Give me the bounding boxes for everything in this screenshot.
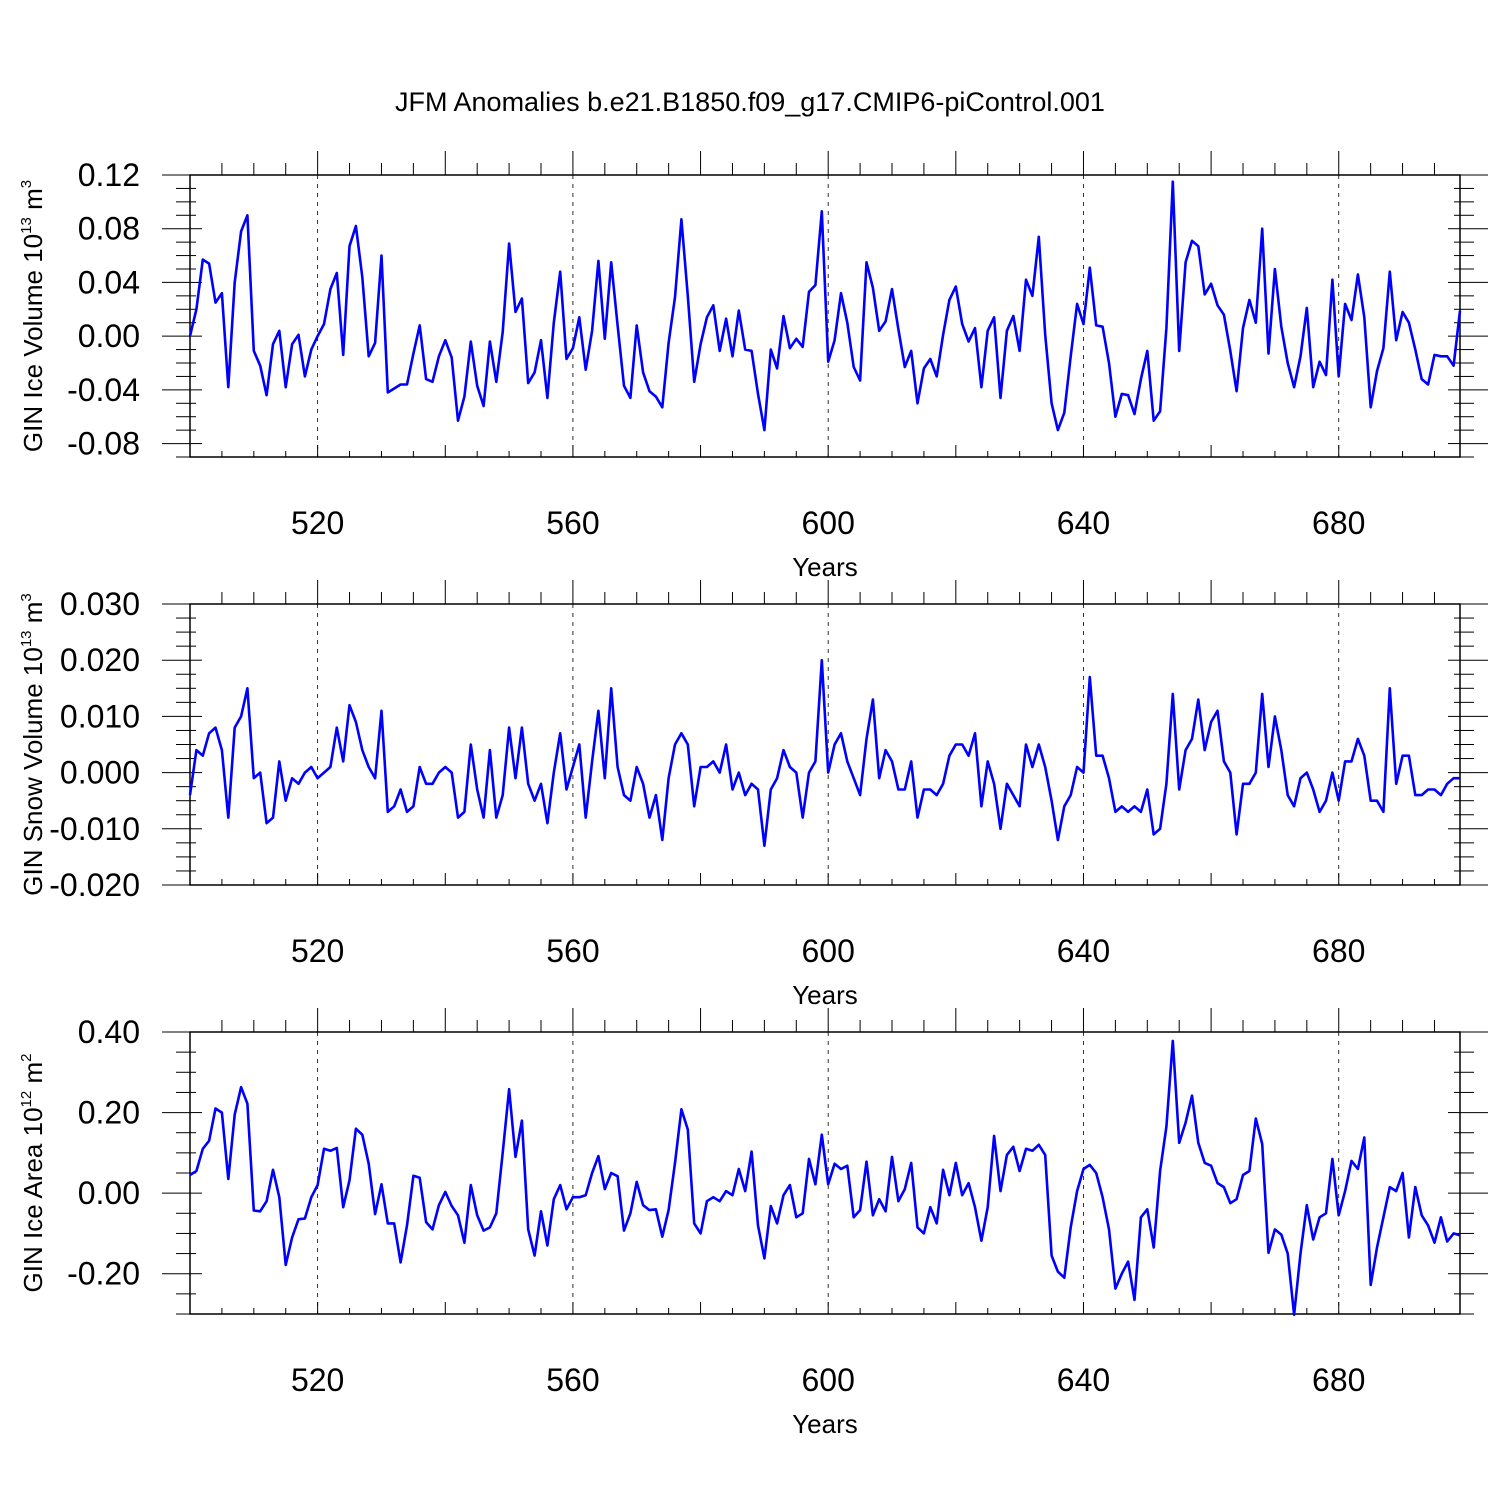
series-line-1 <box>188 658 1460 848</box>
y-tick-label: 0.010 <box>60 698 140 734</box>
y-tick-label: -0.010 <box>49 811 140 847</box>
y-tick-label: 0.08 <box>78 211 140 247</box>
x-tick-label: 560 <box>546 1362 599 1398</box>
y-tick-label: 0.40 <box>78 1014 140 1050</box>
y-tick-label: -0.20 <box>67 1256 140 1292</box>
y-tick-label: 0.12 <box>78 157 140 193</box>
x-axis-label: Years <box>792 552 858 582</box>
figure-title: JFM Anomalies b.e21.B1850.f09_g17.CMIP6-… <box>395 87 1105 117</box>
series-line-1 <box>189 1039 1461 1317</box>
x-tick-label: 600 <box>801 1362 854 1398</box>
y-tick-label: 0.030 <box>60 586 140 622</box>
y-tick-label: 0.00 <box>78 318 140 354</box>
y-axis-label: GIN Snow Volume 1013 m3 <box>18 593 48 896</box>
x-tick-label: 640 <box>1057 1362 1110 1398</box>
chart-panel-3: 0.40 0.20 0.00 -0.20 520 560 600 640 680 Years GIN… <box>18 1008 1488 1439</box>
y-axis-label: GIN Ice Area 1012 m2 <box>18 1054 48 1293</box>
y-tick-label: -0.020 <box>49 867 140 903</box>
x-tick-label: 600 <box>801 505 854 541</box>
plot-frame <box>189 1031 1461 1315</box>
x-axis-label: Years <box>792 980 858 1010</box>
x-tick-label: 520 <box>291 505 344 541</box>
plot-frame <box>189 603 1461 886</box>
chart-panel-1: 0.12 0.08 0.04 0.00 -0.04 -0.08 520 560 600 640 68… <box>18 151 1488 582</box>
x-tick-label: 680 <box>1312 1362 1365 1398</box>
y-tick-label: 0.020 <box>60 642 140 678</box>
y-tick-label: 0.04 <box>78 264 140 300</box>
x-axis-label: Years <box>792 1409 858 1439</box>
x-tick-label: 600 <box>801 933 854 969</box>
x-tick-label: 640 <box>1057 933 1110 969</box>
y-tick-label: 0.000 <box>60 755 140 791</box>
panels: 0.12 0.08 0.04 0.00 -0.04 -0.08 520 560 600 640 68… <box>18 151 1488 1439</box>
x-tick-label: 560 <box>546 505 599 541</box>
chart-panel-2: 0.030 0.020 0.010 0.000 -0.010 -0.020 520 560 60… <box>18 580 1488 1010</box>
y-axis-label: GIN Ice Volume 1013 m3 <box>18 180 48 452</box>
y-tick-label: -0.04 <box>67 372 140 408</box>
y-tick-label: 0.20 <box>78 1095 140 1131</box>
y-tick-label: 0.00 <box>78 1175 140 1211</box>
x-tick-label: 680 <box>1312 933 1365 969</box>
x-tick-label: 520 <box>291 933 344 969</box>
y-tick-label: -0.08 <box>67 426 140 462</box>
series-line-1 <box>188 180 1462 432</box>
x-tick-label: 680 <box>1312 505 1365 541</box>
x-tick-label: 520 <box>291 1362 344 1398</box>
x-tick-label: 640 <box>1057 505 1110 541</box>
x-tick-label: 560 <box>546 933 599 969</box>
